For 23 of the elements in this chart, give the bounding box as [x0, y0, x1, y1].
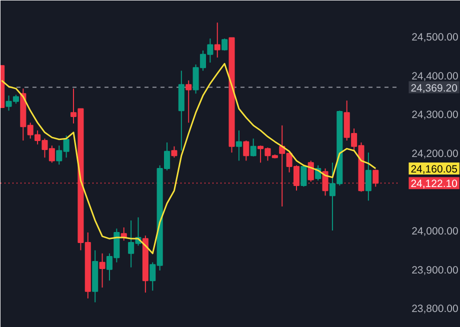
- candlestick: [186, 80, 192, 124]
- candlestick: [214, 22, 220, 58]
- candlestick: [99, 252, 106, 288]
- candlestick: [372, 169, 379, 188]
- text: 24,160.05: [410, 163, 458, 176]
- candlestick: [300, 164, 307, 188]
- candlestick: [171, 146, 178, 158]
- y-tick-label: 24,000.00: [412, 226, 458, 238]
- candlestick: [308, 160, 314, 182]
- candlestick: [243, 140, 250, 162]
- y-tick-label: 23,900.00: [412, 264, 458, 276]
- ref-line-label: 24,122.10: [410, 178, 458, 190]
- candlestick: [236, 130, 242, 162]
- y-tick-label: 23,800.00: [412, 303, 458, 316]
- y-tick-label: 24,200.00: [412, 148, 458, 160]
- candlestick: [365, 152, 372, 202]
- y-tick-label: 24,300.00: [412, 109, 458, 122]
- y-tick-label: 24,500.00: [412, 32, 458, 44]
- y-tick-label: 24,400.00: [412, 70, 458, 82]
- candlestick: [222, 38, 228, 52]
- candlestick: [250, 138, 256, 157]
- ref-line-label: 24,369.20: [410, 82, 458, 94]
- line-series: [0, 62, 376, 254]
